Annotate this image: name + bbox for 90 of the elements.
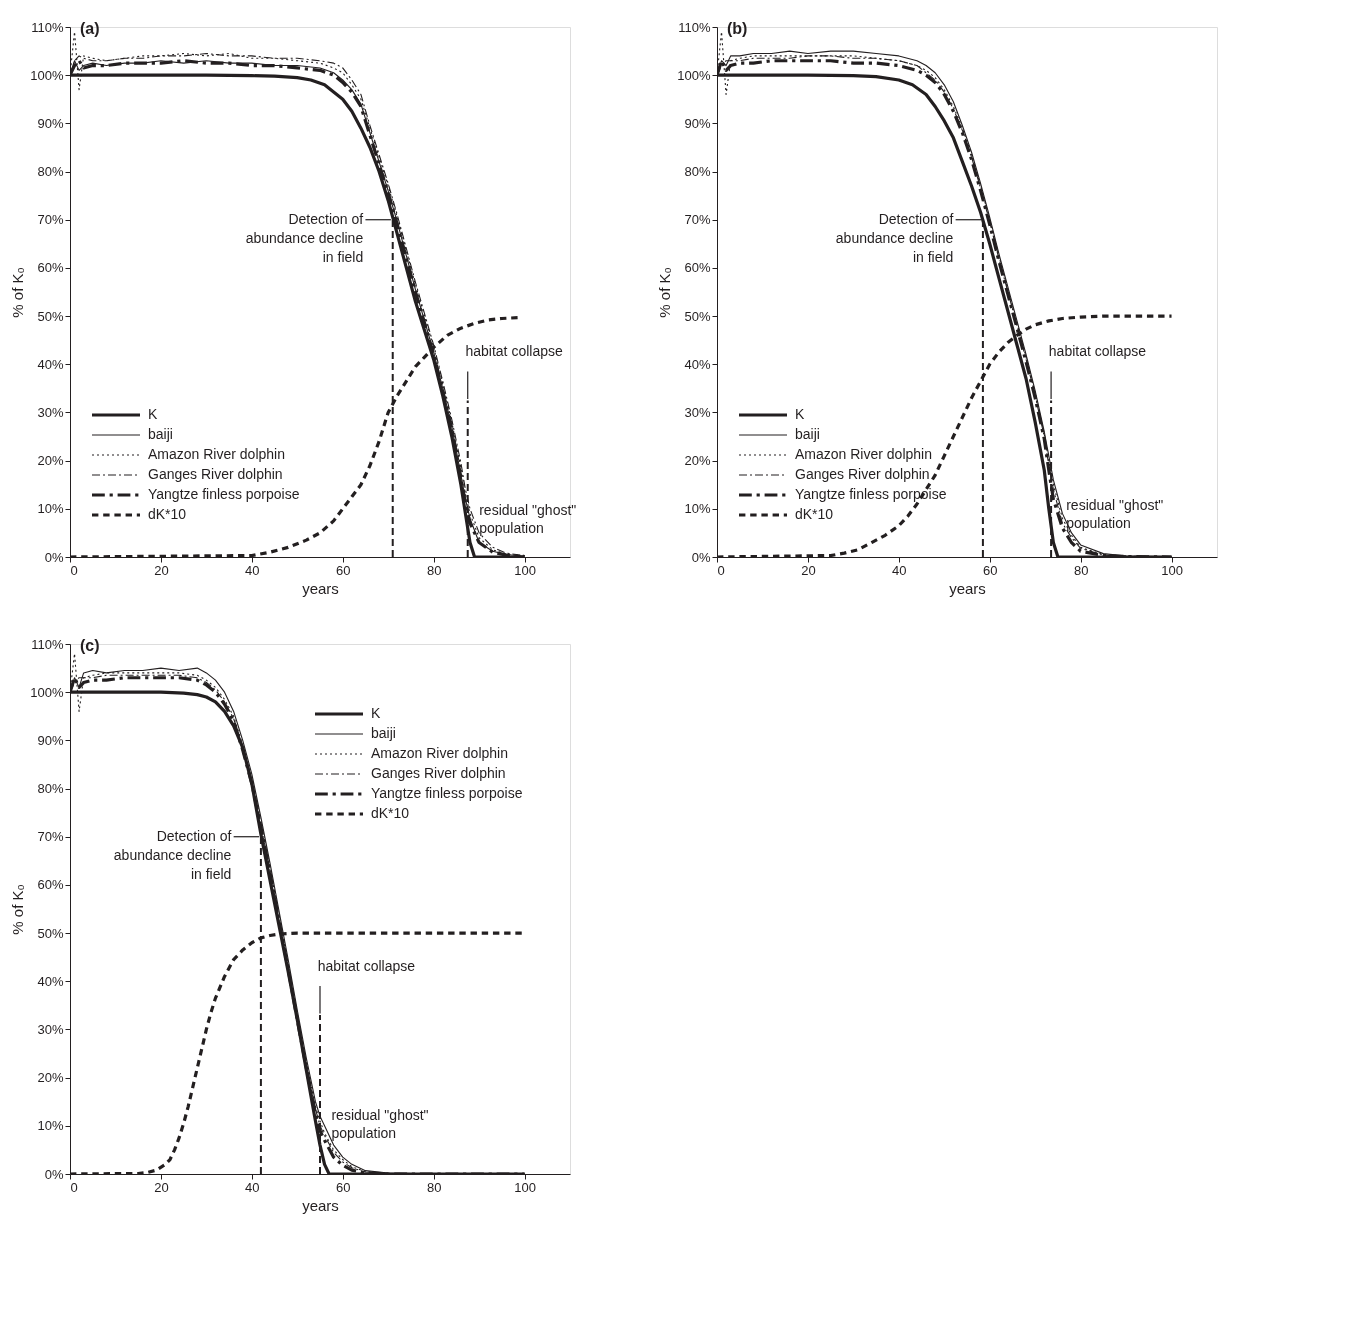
y-tick-label: 100% xyxy=(30,67,64,83)
x-tick-label: 60 xyxy=(335,1179,351,1195)
x-tick-label: 100 xyxy=(514,1179,536,1195)
y-tick-label: 100% xyxy=(30,684,64,700)
x-tick-label: 80 xyxy=(426,1179,442,1195)
y-tick-label: 70% xyxy=(37,829,64,845)
annotation: residual "ghost" population xyxy=(479,502,577,536)
y-tick-label: 30% xyxy=(37,404,64,420)
y-tick-label: 60% xyxy=(37,260,64,276)
x-tick-label: 40 xyxy=(245,1179,260,1195)
y-tick-label: 110% xyxy=(31,636,64,652)
y-tick-label: 50% xyxy=(37,925,64,941)
legend-label: K xyxy=(148,406,158,422)
legend-label: Ganges River dolphin xyxy=(795,466,930,482)
legend-label: baiji xyxy=(371,725,396,741)
x-axis-title: years xyxy=(302,1196,339,1214)
x-axis-title: years xyxy=(302,579,339,597)
y-tick-label: 50% xyxy=(684,308,711,324)
y-tick-label: 0% xyxy=(691,549,711,565)
x-tick-label: 20 xyxy=(801,562,816,578)
y-tick-label: 60% xyxy=(37,877,64,893)
annotation: habitat collapse xyxy=(465,343,563,360)
annotation: Detection of abundance decline in field xyxy=(245,210,364,265)
annotation: Detection of abundance decline in field xyxy=(835,210,954,265)
y-tick-label: 90% xyxy=(37,732,64,748)
annotation: Detection of abundance decline in field xyxy=(113,827,232,882)
y-tick-label: 30% xyxy=(684,404,711,420)
annotation: residual "ghost" population xyxy=(1066,497,1164,532)
y-tick-label: 80% xyxy=(37,164,64,180)
y-tick-label: 90% xyxy=(684,115,711,131)
y-tick-label: 30% xyxy=(37,1021,64,1037)
x-tick-label: 0 xyxy=(717,562,725,578)
annotation: habitat collapse xyxy=(317,958,416,975)
y-tick-label: 10% xyxy=(684,501,711,517)
legend-label: Amazon River dolphin xyxy=(371,745,508,761)
y-tick-label: 80% xyxy=(37,781,64,797)
x-tick-label: 100 xyxy=(1161,562,1183,578)
y-tick-label: 20% xyxy=(684,453,711,469)
y-tick-label: 60% xyxy=(684,260,711,276)
y-tick-label: 110% xyxy=(31,19,64,35)
x-tick-label: 0 xyxy=(70,562,78,578)
legend-label: dK*10 xyxy=(148,506,187,522)
annotation: residual "ghost" population xyxy=(331,1106,429,1141)
legend-label: Yangtze finless porpoise xyxy=(795,486,947,502)
x-tick-label: 40 xyxy=(892,562,907,578)
annotation: habitat collapse xyxy=(1048,343,1147,360)
y-tick-label: 10% xyxy=(37,1118,64,1134)
y-tick-label: 80% xyxy=(684,164,711,180)
y-tick-label: 0% xyxy=(44,549,64,565)
legend-label: Yangtze finless porpoise xyxy=(371,785,523,801)
legend-label: Amazon River dolphin xyxy=(795,446,932,462)
chart-title: (a) xyxy=(80,20,100,37)
x-tick-label: 60 xyxy=(982,562,998,578)
legend-label: Ganges River dolphin xyxy=(371,765,506,781)
y-axis-title: % of K₀ xyxy=(9,267,27,318)
legend-label: K xyxy=(371,705,381,721)
y-tick-label: 110% xyxy=(678,19,711,35)
chart-title: (c) xyxy=(80,637,100,654)
y-tick-label: 70% xyxy=(684,212,711,228)
y-tick-label: 50% xyxy=(37,308,64,324)
chart-title: (b) xyxy=(727,20,748,37)
y-axis-title: % of K₀ xyxy=(9,884,27,935)
legend-label: Amazon River dolphin xyxy=(148,446,285,462)
x-tick-label: 60 xyxy=(335,562,351,578)
x-tick-label: 80 xyxy=(1073,562,1089,578)
y-axis-title: % of K₀ xyxy=(656,267,674,318)
x-tick-label: 0 xyxy=(70,1179,78,1195)
legend-label: baiji xyxy=(148,426,173,442)
y-tick-label: 20% xyxy=(37,1070,64,1086)
x-tick-label: 20 xyxy=(154,562,169,578)
x-tick-label: 100 xyxy=(514,562,536,578)
y-tick-label: 40% xyxy=(37,973,64,989)
y-tick-label: 10% xyxy=(37,501,64,517)
x-axis-title: years xyxy=(949,579,986,597)
legend-label: Ganges River dolphin xyxy=(148,466,283,482)
x-tick-label: 40 xyxy=(245,562,260,578)
y-tick-label: 0% xyxy=(44,1166,64,1182)
y-tick-label: 90% xyxy=(37,115,64,131)
legend-label: baiji xyxy=(795,426,820,442)
legend-label: dK*10 xyxy=(371,805,410,821)
y-tick-label: 40% xyxy=(37,356,64,372)
legend-label: Yangtze finless porpoise xyxy=(148,486,300,502)
x-tick-label: 20 xyxy=(154,1179,169,1195)
x-tick-label: 80 xyxy=(426,562,442,578)
y-tick-label: 70% xyxy=(37,212,64,228)
y-tick-label: 100% xyxy=(677,67,711,83)
y-tick-label: 20% xyxy=(37,453,64,469)
legend-label: K xyxy=(795,406,805,422)
y-tick-label: 40% xyxy=(684,356,711,372)
legend-label: dK*10 xyxy=(795,506,834,522)
